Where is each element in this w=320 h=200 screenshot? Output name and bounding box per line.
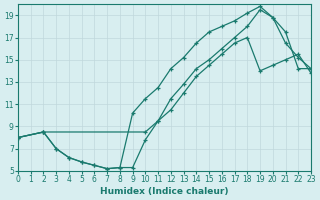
X-axis label: Humidex (Indice chaleur): Humidex (Indice chaleur) [100,187,229,196]
